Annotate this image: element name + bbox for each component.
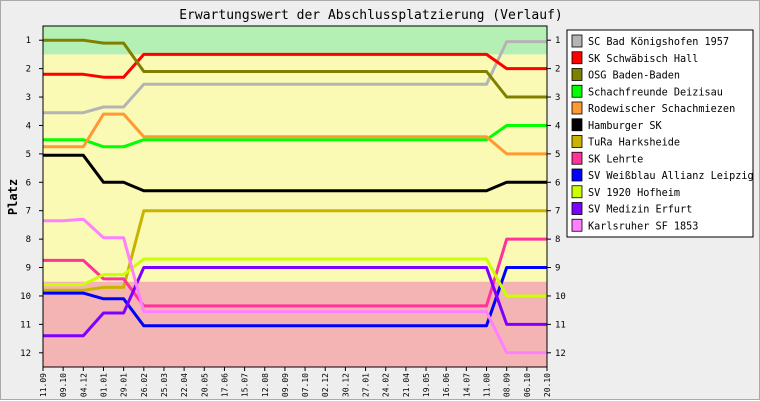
- x-axis: 11.09 09.10 04.12 01.01 29.01 26.02 25.03 22.04…: [39, 367, 552, 397]
- x-tick-label: 26.02: [140, 373, 149, 397]
- series-line: [43, 266, 547, 338]
- y-tick-label: 5: [26, 150, 31, 160]
- series-line: [43, 124, 547, 149]
- x-tick-label: 27.01: [362, 373, 371, 397]
- series-line: [43, 40, 547, 115]
- x-tick-label: 09.10: [59, 373, 68, 397]
- x-tick-label: 09.09: [281, 373, 290, 397]
- y-tick-label: 12: [555, 349, 566, 359]
- series-line: [43, 112, 547, 156]
- legend-swatch: [571, 202, 583, 215]
- y-tick-label: 10: [20, 292, 31, 302]
- legend-label: Karlsruher SF 1853: [588, 221, 698, 232]
- y-tick-label: 1: [555, 36, 560, 46]
- zone-band: [43, 26, 547, 55]
- legend: SC Bad Königshofen 1957 SK Schwäbisch Hal…: [566, 29, 754, 238]
- legend-label: Schachfreunde Deizisau: [588, 87, 723, 98]
- legend-label: Hamburger SK: [588, 121, 662, 132]
- legend-swatch: [571, 218, 583, 232]
- legend-label: OSG Baden-Baden: [588, 71, 680, 82]
- x-tick-label: 29.01: [120, 373, 129, 397]
- legend-swatch: [571, 34, 583, 48]
- y-tick-label: 7: [555, 207, 560, 217]
- y-tick-label: 3: [555, 93, 560, 103]
- legend-swatch: [571, 135, 583, 148]
- x-tick-label: 30.12: [341, 373, 350, 397]
- legend-swatch: [571, 84, 583, 98]
- x-tick-label: 11.08: [483, 373, 492, 397]
- series-line: [43, 257, 547, 298]
- x-tick-label: 11.09: [39, 373, 48, 397]
- x-tick-label: 14.07: [462, 373, 471, 397]
- legend-swatch: [571, 51, 583, 65]
- legend-swatch: [571, 168, 583, 182]
- legend-swatch: [571, 185, 583, 199]
- series-line: [43, 209, 547, 292]
- x-tick-label: 20.05: [200, 373, 209, 397]
- x-tick-label: 15.07: [241, 373, 250, 397]
- y-tick-label: 9: [555, 264, 560, 274]
- legend-swatch: [571, 151, 583, 165]
- legend-label: TuRa Harksheide: [588, 138, 680, 149]
- legend-label: SV Weißblau Allianz Leipzig: [588, 171, 754, 182]
- y-tick-label: 11: [555, 320, 566, 330]
- x-tick-label: 16.06: [442, 373, 451, 397]
- x-tick-label: 17.06: [220, 373, 229, 397]
- plot-frame: [42, 25, 548, 368]
- y-tick-label: 2: [555, 65, 560, 75]
- y-tick-label: 4: [555, 121, 560, 131]
- series-line: [43, 217, 547, 355]
- legend-box: [566, 29, 754, 238]
- series-line: [43, 52, 547, 79]
- y-tick-label: 8: [26, 235, 31, 245]
- legend-swatch: [571, 101, 583, 115]
- x-tick-label: 22.04: [180, 373, 189, 397]
- x-tick-label: 24.02: [382, 373, 391, 397]
- y-axis-label: Platz: [6, 179, 20, 215]
- y-tick-label: 3: [26, 93, 31, 103]
- y-tick-label: 8: [555, 235, 560, 245]
- legend-label: Rodewischer Schachmiezen: [588, 104, 735, 115]
- y-tick-label: 1: [26, 36, 31, 46]
- series-line: [43, 153, 547, 193]
- y-tick-label: 4: [26, 121, 31, 131]
- chart-title: Erwartungswert der Abschlussplatzierung …: [179, 8, 563, 23]
- series-line: [43, 38, 547, 99]
- x-tick-label: 04.12: [79, 373, 88, 397]
- series-line: [43, 237, 547, 308]
- series-lines: [43, 38, 547, 355]
- legend-label: SK Schwäbisch Hall: [588, 54, 698, 65]
- x-tick-label: 02.12: [321, 373, 330, 397]
- y-tick-label: 2: [26, 65, 31, 75]
- x-tick-label: 08.09: [503, 373, 512, 397]
- x-tick-label: 06.10: [523, 373, 532, 397]
- x-tick-label: 12.08: [261, 373, 270, 397]
- legend-label: SV Medizin Erfurt: [588, 205, 692, 216]
- legend-swatch: [571, 118, 583, 132]
- x-tick-label: 20.10: [543, 373, 552, 397]
- y-tick-label: 6: [555, 178, 560, 188]
- y-tick-label: 6: [26, 178, 31, 188]
- legend-label: SK Lehrte: [588, 154, 643, 165]
- y-tick-label: 11: [20, 320, 31, 330]
- x-tick-label: 01.01: [100, 373, 109, 397]
- legend-label: SV 1920 Hofheim: [588, 188, 680, 199]
- legend-label: SC Bad Königshofen 1957: [588, 37, 729, 48]
- y-tick-label: 12: [20, 349, 31, 359]
- x-tick-label: 07.10: [301, 373, 310, 397]
- y-tick-label: 10: [555, 292, 566, 302]
- zone-band: [43, 54, 547, 282]
- legend-swatch: [571, 68, 583, 81]
- x-tick-label: 25.03: [160, 373, 169, 397]
- x-tick-label: 21.04: [402, 373, 411, 397]
- x-tick-label: 19.05: [422, 373, 431, 397]
- y-tick-label: 9: [26, 264, 31, 274]
- y-tick-label: 5: [555, 150, 560, 160]
- y-tick-label: 7: [26, 207, 31, 217]
